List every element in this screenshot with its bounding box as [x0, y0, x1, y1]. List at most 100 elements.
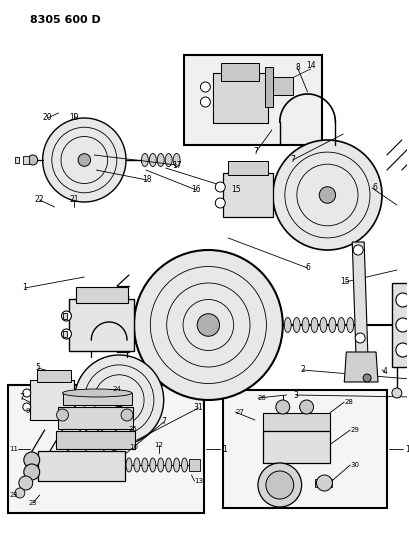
Text: 7: 7 [290, 156, 294, 165]
Text: 23: 23 [10, 492, 18, 498]
Text: 10: 10 [129, 444, 138, 450]
Bar [38, 451, 125, 481]
Ellipse shape [310, 318, 317, 333]
Text: 12: 12 [154, 442, 163, 448]
Circle shape [319, 187, 335, 203]
Bar [56, 431, 135, 449]
Ellipse shape [141, 154, 148, 166]
Ellipse shape [134, 458, 139, 472]
Text: 8305 600 D: 8305 600 D [30, 15, 100, 25]
Circle shape [43, 118, 126, 202]
Circle shape [19, 476, 33, 490]
Text: 6: 6 [371, 183, 376, 192]
Text: 25: 25 [129, 426, 137, 432]
Text: 31: 31 [193, 403, 203, 413]
Circle shape [74, 355, 163, 445]
Ellipse shape [328, 318, 335, 333]
Circle shape [391, 388, 401, 398]
Bar [228, 161, 267, 175]
Circle shape [56, 409, 68, 421]
Ellipse shape [165, 458, 171, 472]
Bar [62, 331, 67, 337]
Ellipse shape [165, 154, 172, 166]
Text: 21: 21 [70, 196, 79, 205]
Ellipse shape [149, 458, 155, 472]
Ellipse shape [319, 318, 326, 333]
Ellipse shape [149, 154, 156, 166]
Circle shape [28, 155, 38, 165]
Text: 5: 5 [35, 364, 40, 373]
Circle shape [257, 463, 301, 507]
Ellipse shape [126, 458, 132, 472]
Bar [183, 55, 321, 145]
Text: 13: 13 [194, 478, 203, 484]
Circle shape [395, 343, 409, 357]
Text: 30: 30 [349, 462, 358, 468]
Text: 4: 4 [382, 367, 387, 376]
Circle shape [112, 393, 126, 407]
Text: 1: 1 [404, 445, 409, 454]
Bar [188, 459, 200, 471]
Ellipse shape [292, 318, 299, 333]
Text: 8: 8 [294, 63, 299, 72]
Ellipse shape [173, 154, 180, 166]
Text: 2: 2 [299, 366, 304, 375]
Text: 7: 7 [19, 393, 24, 402]
Circle shape [200, 82, 210, 92]
Circle shape [215, 182, 225, 192]
Text: 7: 7 [161, 417, 166, 426]
Text: 22: 22 [35, 196, 44, 205]
Circle shape [215, 198, 225, 208]
Bar [391, 283, 409, 367]
Polygon shape [351, 242, 367, 362]
Text: 14: 14 [305, 61, 315, 69]
Circle shape [24, 452, 40, 468]
Text: 26: 26 [257, 395, 266, 401]
Ellipse shape [157, 458, 163, 472]
Text: 23: 23 [29, 500, 37, 506]
Circle shape [61, 329, 71, 339]
Text: 7: 7 [253, 148, 258, 157]
Text: 18: 18 [142, 175, 151, 184]
Bar [262, 413, 330, 431]
Text: 20: 20 [43, 114, 52, 123]
Ellipse shape [173, 458, 179, 472]
Text: 1: 1 [222, 445, 227, 454]
Ellipse shape [337, 318, 344, 333]
Circle shape [78, 154, 90, 166]
Bar [15, 157, 19, 163]
Text: 28: 28 [344, 399, 352, 405]
Circle shape [197, 314, 219, 336]
Circle shape [354, 333, 364, 343]
Ellipse shape [301, 318, 308, 333]
Bar [23, 156, 29, 164]
Circle shape [395, 293, 409, 307]
Bar [62, 313, 67, 319]
Bar [37, 370, 71, 382]
Circle shape [395, 318, 409, 332]
Text: 29: 29 [349, 427, 358, 433]
Circle shape [275, 400, 289, 414]
Ellipse shape [346, 318, 353, 333]
Circle shape [316, 475, 332, 491]
Text: 1: 1 [22, 284, 27, 293]
Polygon shape [344, 352, 377, 382]
Circle shape [134, 250, 282, 400]
Text: 27: 27 [235, 409, 243, 415]
Text: 6: 6 [304, 263, 309, 272]
Bar [222, 390, 386, 508]
Circle shape [23, 403, 31, 411]
Circle shape [23, 389, 31, 397]
Bar [213, 73, 267, 123]
Circle shape [362, 374, 370, 382]
Bar [222, 173, 272, 217]
Text: 3: 3 [292, 391, 297, 400]
Bar [314, 479, 332, 487]
Circle shape [15, 488, 25, 498]
Ellipse shape [181, 458, 187, 472]
Circle shape [200, 97, 210, 107]
Ellipse shape [157, 154, 164, 166]
Bar [57, 407, 133, 429]
Bar [30, 380, 74, 420]
Ellipse shape [62, 389, 132, 397]
